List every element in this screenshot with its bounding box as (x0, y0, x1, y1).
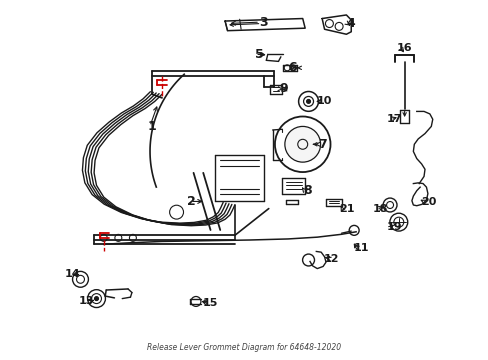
Text: 11: 11 (352, 243, 368, 253)
Text: 12: 12 (324, 253, 339, 264)
Text: 14: 14 (64, 269, 80, 279)
Text: 17: 17 (386, 114, 402, 124)
Text: 1: 1 (148, 120, 156, 133)
Text: 7: 7 (317, 138, 326, 151)
Text: 5: 5 (254, 48, 263, 61)
Text: 6: 6 (288, 61, 297, 74)
Text: 8: 8 (303, 184, 311, 197)
Text: 13: 13 (79, 296, 94, 306)
Text: 10: 10 (316, 96, 331, 107)
Circle shape (306, 99, 310, 103)
Text: 21: 21 (338, 204, 353, 214)
Text: 9: 9 (279, 82, 287, 95)
Circle shape (285, 126, 320, 162)
Text: 3: 3 (259, 15, 268, 28)
Text: 4: 4 (346, 17, 355, 30)
Text: 16: 16 (396, 43, 411, 53)
Text: Release Lever Grommet Diagram for 64648-12020: Release Lever Grommet Diagram for 64648-… (147, 343, 341, 352)
Text: 18: 18 (372, 204, 387, 214)
Circle shape (94, 297, 98, 301)
Text: 2: 2 (186, 195, 195, 208)
Text: 20: 20 (420, 197, 436, 207)
Text: 19: 19 (386, 222, 402, 232)
Text: 15: 15 (203, 298, 218, 308)
